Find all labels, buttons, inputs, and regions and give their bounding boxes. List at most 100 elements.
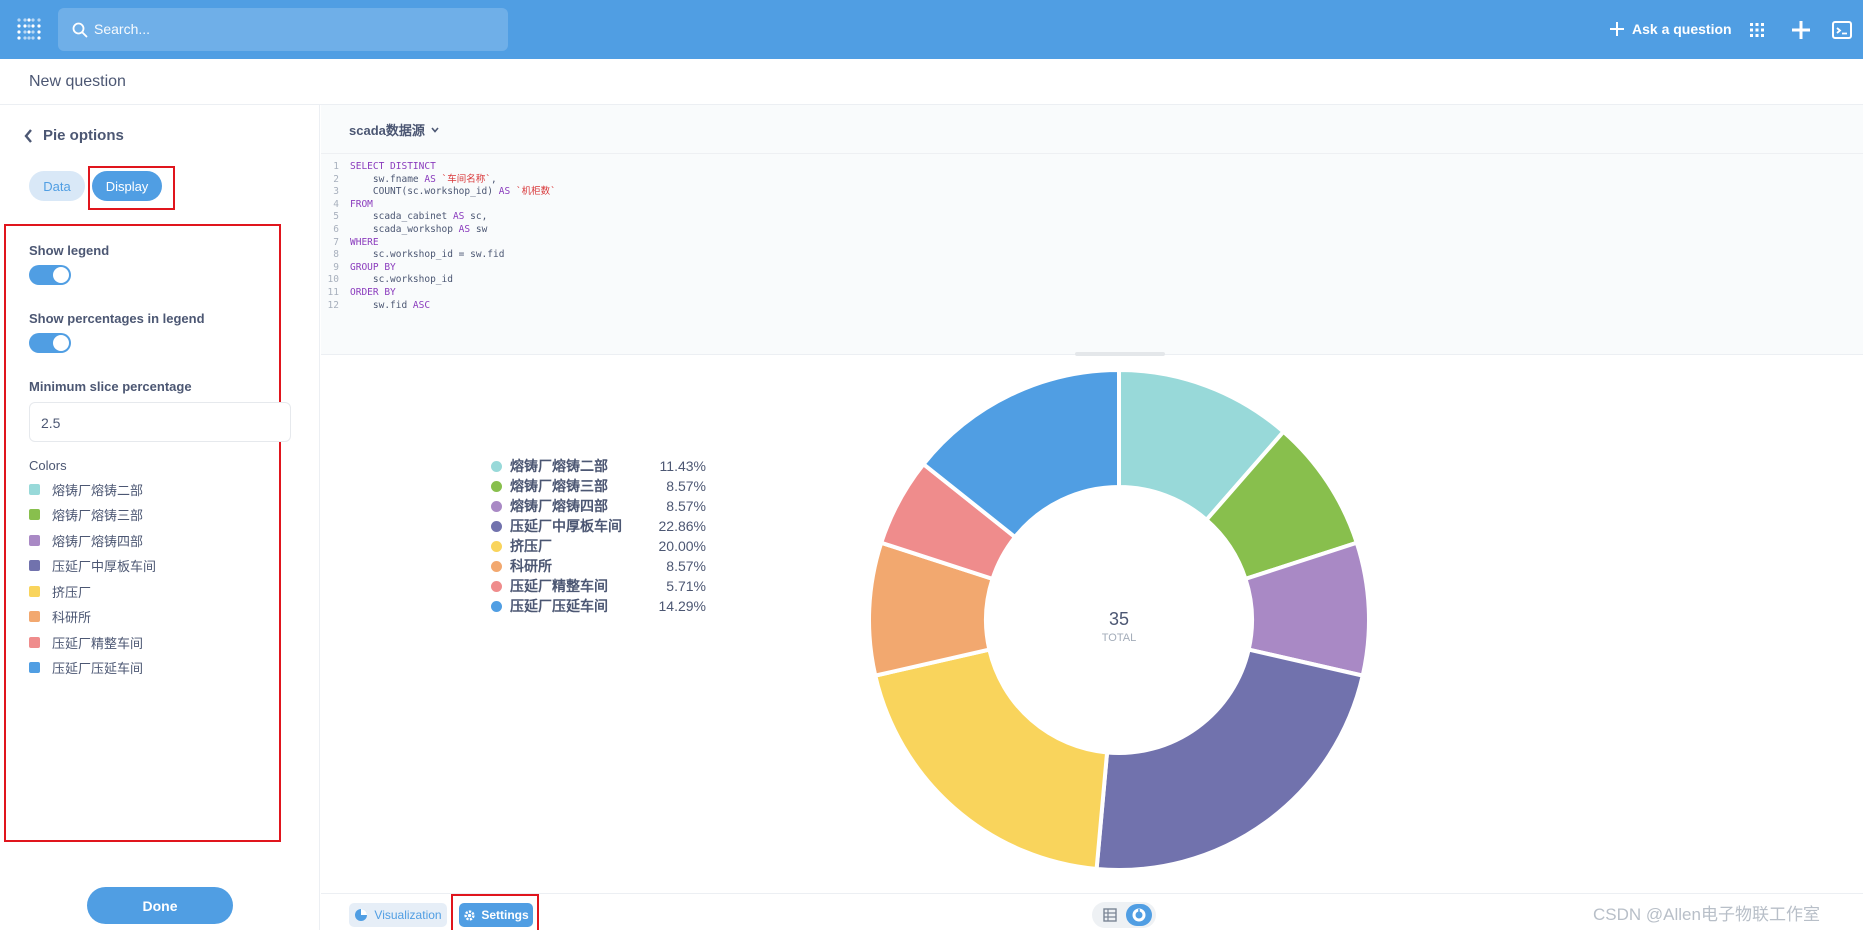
color-item-label: 熔铸厂熔铸二部 [52,482,144,498]
settings-button[interactable]: Settings [459,903,533,927]
terminal-icon[interactable] [1831,19,1853,41]
code-line[interactable]: WHERE [350,237,379,250]
color-item[interactable]: 熔铸厂熔铸二部 [29,480,143,498]
add-icon[interactable] [1790,19,1812,41]
legend-percent: 11.43% [659,458,706,474]
legend-percent: 8.57% [666,478,706,494]
code-token: sw.fname [350,173,425,185]
code-line[interactable]: ORDER BY [350,287,396,300]
pie-slice[interactable] [872,647,1110,872]
search-bar[interactable]: Search... [58,8,508,51]
code-token: AS [458,224,471,235]
color-item[interactable]: 熔铸厂熔铸三部 [29,506,143,524]
toggle-knob [53,335,69,351]
legend-item[interactable]: 压延厂精整车间 5.71% [491,576,706,596]
code-token: `车间名称` [435,173,491,185]
legend-item[interactable]: 压延厂中厚板车间 22.86% [491,516,706,536]
chart-view-button[interactable] [1126,904,1152,926]
highlight-settings-button [451,894,539,930]
line-number: 11 [327,287,339,298]
pie-slice[interactable] [920,367,1121,540]
color-swatch[interactable] [29,509,40,520]
code-token: sc.workshop_id = sw.fid [350,249,505,261]
color-item[interactable]: 压延厂压延车间 [29,659,143,677]
color-item-label: 压延厂中厚板车间 [52,559,157,574]
color-swatch[interactable] [29,560,40,571]
toggle-knob [53,267,69,283]
legend-dot [491,460,502,472]
legend-item[interactable]: 科研所 8.57% [491,556,706,576]
line-number: 5 [333,211,339,223]
sidebar-title: Pie options [43,127,124,144]
table-icon[interactable] [1103,908,1117,922]
color-swatch[interactable] [29,483,40,495]
color-swatch[interactable] [29,585,40,597]
view-toggle[interactable] [1092,902,1156,928]
color-swatch[interactable] [29,534,40,546]
chart-area: 熔铸厂熔铸二部 11.43% 熔铸厂熔铸三部 8.57% 熔铸厂熔铸四部 8.57% 压延厂… [321,355,1863,895]
database-selector[interactable]: scada数据源 [349,120,439,139]
color-item[interactable]: 科研所 [29,608,91,626]
code-token: AS [452,211,465,223]
color-swatch[interactable] [29,662,40,673]
chevron-down-icon [431,126,439,133]
legend-item[interactable]: 熔铸厂熔铸三部 8.57% [491,476,706,496]
code-line[interactable]: sc.workshop_id [350,274,453,287]
settings-sidebar: Pie options Data Display Show legend Sho… [0,105,320,930]
color-item[interactable]: 压延厂精整车间 [29,633,143,651]
code-token: FROM [350,198,373,210]
line-number: 3 [333,186,339,198]
color-item[interactable]: 熔铸厂熔铸四部 [29,531,143,549]
code-line[interactable]: scada_workshop AS sw [350,224,487,237]
tab-display[interactable]: Display [92,171,162,201]
pie-chart: 35 TOTAL [867,367,1371,872]
watermark: CSDN @Allen电子物联工作室 [1593,905,1820,924]
legend-percent: 14.29% [658,598,706,614]
legend-label: 熔铸厂熔铸四部 [510,498,608,514]
metabase-logo-icon[interactable] [16,17,42,43]
pie-slice[interactable] [1094,647,1366,872]
code-line[interactable]: FROM [350,199,373,212]
editor-resize-handle[interactable] [1075,352,1165,356]
legend-item[interactable]: 压延厂压延车间 14.29% [491,596,706,616]
done-button[interactable]: Done [87,887,233,924]
code-line[interactable]: sw.fname AS `车间名称`, [350,174,497,187]
show-percentages-toggle[interactable] [29,333,71,353]
color-item-label: 挤压厂 [52,584,92,600]
color-item-label: 熔铸厂熔铸四部 [52,533,144,549]
back-to-options-button[interactable]: Pie options [24,127,124,144]
code-line[interactable]: GROUP BY [350,262,396,275]
color-item[interactable]: 挤压厂 [29,582,91,600]
legend-percent: 8.57% [666,498,706,514]
min-slice-input[interactable]: 2.5 [29,402,291,442]
legend-item[interactable]: 挤压厂 20.00% [491,536,706,556]
code-line[interactable]: COUNT(sc.workshop_id) AS `机柜数` [350,186,556,199]
code-token: `机柜数` [510,186,556,198]
color-item[interactable]: 压延厂中厚板车间 [29,557,156,575]
code-line[interactable]: scada_cabinet AS sc, [350,211,487,224]
code-token: ORDER BY [350,287,396,298]
min-slice-value: 2.5 [41,415,61,431]
ask-question-button[interactable]: Ask a question [1610,18,1732,40]
grid-icon[interactable] [1746,19,1768,41]
total-value: 35 [1109,609,1129,629]
code-line[interactable]: sw.fid ASC [350,300,430,313]
code-line[interactable]: sc.workshop_id = sw.fid [350,249,505,262]
color-swatch[interactable] [29,636,40,648]
tab-data[interactable]: Data [29,171,85,201]
search-placeholder[interactable]: Search... [94,21,151,37]
legend-label: 压延厂压延车间 [510,598,608,614]
code-line[interactable]: SELECT DISTINCT [350,161,436,174]
visualization-button[interactable]: Visualization [349,903,447,927]
code-token: ASC [412,299,431,311]
show-legend-toggle[interactable] [29,265,71,285]
line-number: 4 [333,198,339,210]
show-percentages-label: Show percentages in legend [29,311,205,326]
native-query-editor[interactable]: scada数据源 1 SELECT DISTINCT 2 sw.fname AS `… [321,105,1863,356]
pie-chart-icon [355,909,368,921]
settings-label: Settings [481,908,529,922]
legend-item[interactable]: 熔铸厂熔铸二部 11.43% [491,456,706,476]
line-number: 7 [333,236,339,248]
color-swatch[interactable] [29,611,40,622]
legend-item[interactable]: 熔铸厂熔铸四部 8.57% [491,496,706,516]
